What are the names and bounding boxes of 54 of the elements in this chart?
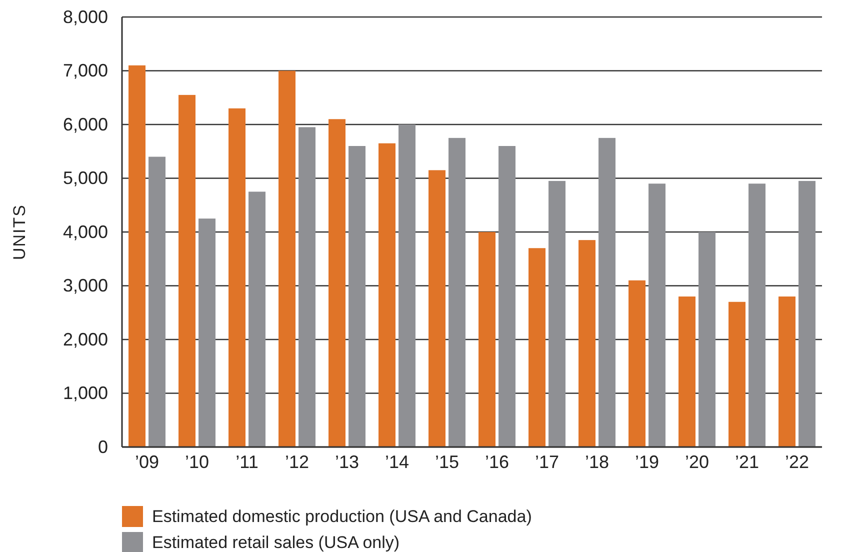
x-tick-label: ’14 xyxy=(384,452,410,472)
bar xyxy=(428,170,446,447)
x-tick-label: ’17 xyxy=(534,452,560,472)
bar xyxy=(178,94,196,447)
y-axis-title: UNITS xyxy=(10,204,29,260)
x-tick-label: ’13 xyxy=(334,452,360,472)
y-tick-label: 7,000 xyxy=(62,60,108,81)
x-tick-label: ’19 xyxy=(634,452,660,472)
x-tick-label: ’11 xyxy=(236,452,258,472)
bar xyxy=(448,138,466,447)
x-tick-label: ’20 xyxy=(684,452,710,472)
y-tick-label: 5,000 xyxy=(62,168,108,188)
bar xyxy=(548,180,566,447)
y-tick-label: 0 xyxy=(98,436,108,457)
bar xyxy=(128,65,146,447)
bar xyxy=(378,143,396,447)
bar xyxy=(728,302,746,447)
y-tick-label: 4,000 xyxy=(62,222,108,242)
y-tick-label: 1,000 xyxy=(62,383,108,404)
bar xyxy=(348,146,366,447)
bar xyxy=(248,192,266,447)
bar xyxy=(528,248,546,447)
legend-label: Estimated retail sales (USA only) xyxy=(152,533,400,552)
bar xyxy=(748,184,766,447)
bar xyxy=(628,280,646,447)
x-tick-label: ’21 xyxy=(734,452,760,472)
bar xyxy=(578,240,596,447)
bar xyxy=(598,138,616,447)
bar xyxy=(648,184,666,447)
bar xyxy=(778,296,796,447)
x-tick-label: ’15 xyxy=(434,452,460,472)
y-tick-label: 6,000 xyxy=(62,114,108,134)
x-tick-label: ’22 xyxy=(784,452,810,472)
y-tick-label: 2,000 xyxy=(62,329,108,350)
x-tick-label: ’18 xyxy=(584,452,610,472)
x-tick-label: ’09 xyxy=(134,452,160,472)
bar xyxy=(328,119,346,447)
bar xyxy=(228,108,246,447)
bar xyxy=(478,232,496,447)
y-tick-label: 8,000 xyxy=(62,6,108,27)
y-tick-label: 3,000 xyxy=(62,276,108,296)
bar xyxy=(678,296,696,447)
bar xyxy=(398,124,416,447)
bar xyxy=(278,70,296,447)
bar xyxy=(148,156,166,447)
bar xyxy=(698,232,716,447)
bar xyxy=(798,180,816,447)
bar xyxy=(498,146,516,447)
x-tick-label: ’10 xyxy=(184,452,210,472)
x-tick-label: ’12 xyxy=(284,452,310,472)
legend-label: Estimated domestic production (USA and Canada) xyxy=(152,507,532,526)
bar xyxy=(198,218,216,447)
x-tick-label: ’16 xyxy=(484,452,510,472)
bar xyxy=(298,127,316,447)
